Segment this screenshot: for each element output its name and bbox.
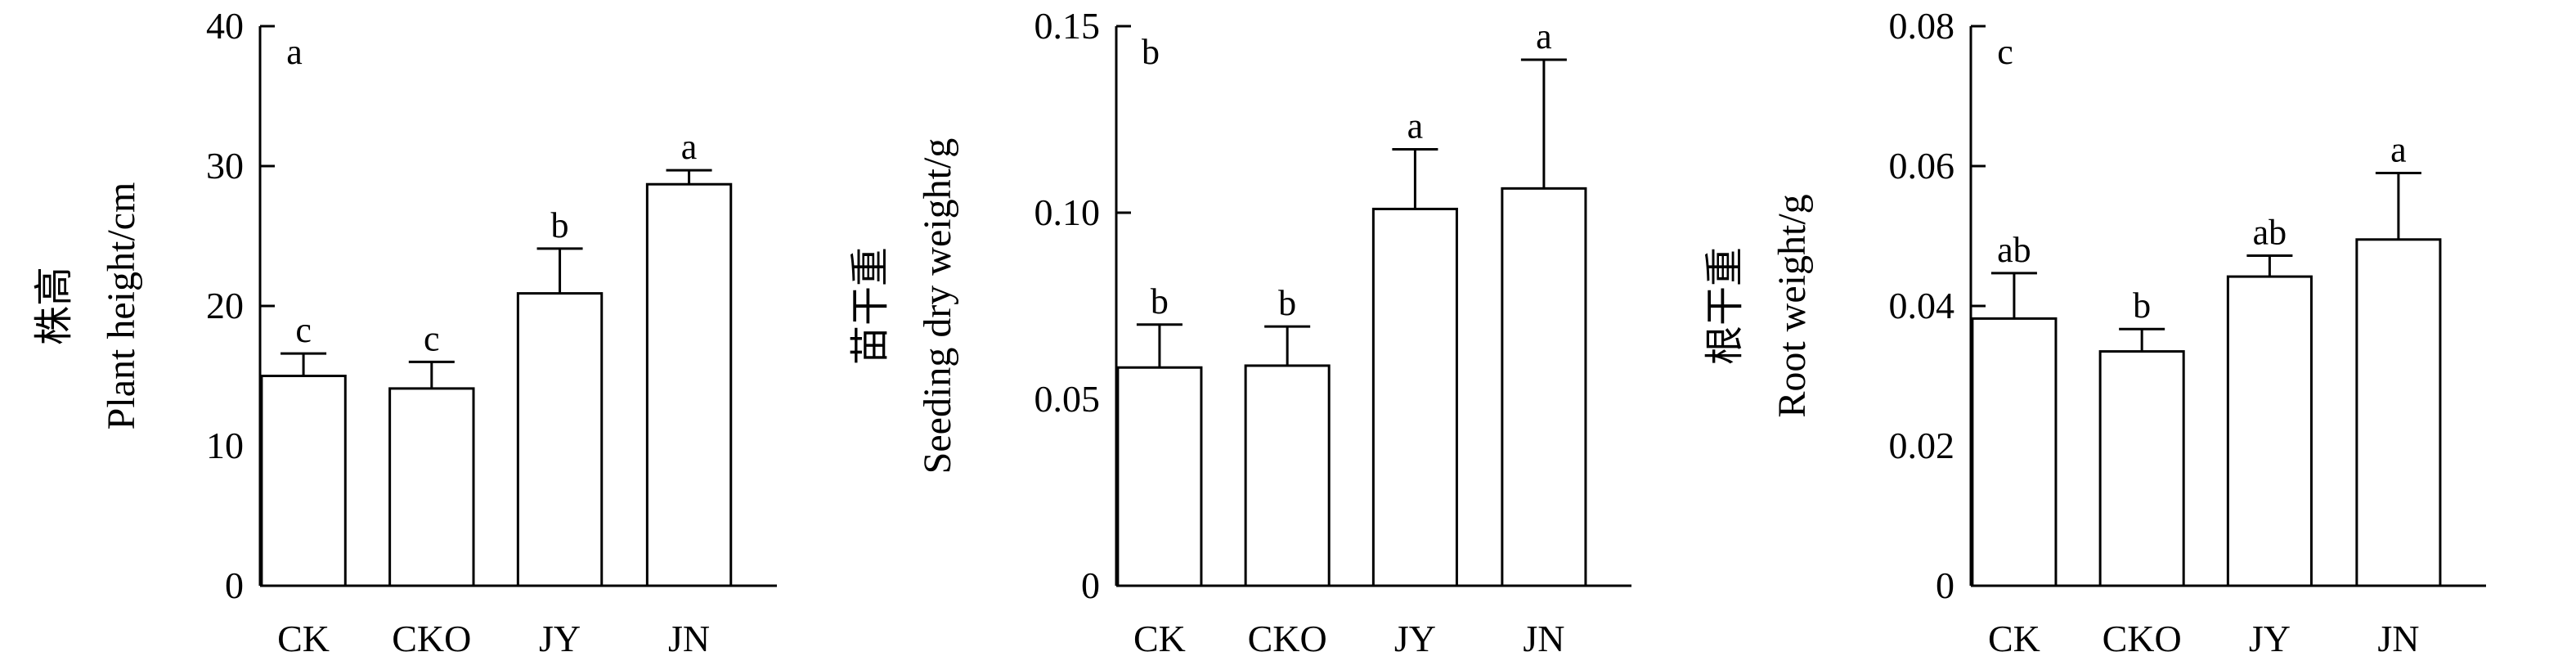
x-tick-label-CK: CK: [1133, 618, 1186, 659]
significance-label-JN: a: [2390, 130, 2407, 170]
x-tick-label-JY: JY: [1394, 618, 1436, 659]
x-tick-label-CKO: CKO: [2103, 618, 2182, 659]
significance-label-JN: a: [1536, 16, 1552, 56]
y-tick-label: 30: [206, 145, 244, 187]
significance-label-JY: b: [551, 205, 569, 245]
y-axis-title-en-a: Plant height/cm: [100, 182, 143, 430]
y-axis-title-en-b: Seeding dry weight/g: [916, 138, 959, 474]
significance-label-CKO: b: [2133, 286, 2151, 326]
bar-JY: [516, 292, 604, 587]
bar-JY: [2226, 275, 2313, 587]
significance-label-JY: ab: [2253, 212, 2287, 252]
y-tick-label: 20: [206, 285, 244, 326]
x-tick-label-CKO: CKO: [1248, 618, 1327, 659]
y-tick-label: 0: [225, 564, 244, 606]
significance-label-CK: b: [1151, 281, 1169, 322]
y-axis-title-cn-a: 株高: [33, 267, 76, 345]
y-tick-label: 10: [206, 425, 244, 466]
bar-JN: [1501, 187, 1587, 587]
y-tick-label: 0.10: [1034, 191, 1101, 233]
y-tick-label: 40: [206, 5, 244, 47]
bar-CKO: [1244, 364, 1331, 587]
y-tick-label: 0.04: [1889, 285, 1955, 326]
bar-JN: [2355, 238, 2442, 587]
x-tick-label-JN: JN: [668, 618, 710, 659]
bar-CK: [1971, 317, 2058, 587]
y-axis-title-cn-c: 根干重: [1703, 247, 1747, 365]
y-tick-label: 0.08: [1889, 5, 1955, 47]
x-tick-label-CKO: CKO: [392, 618, 471, 659]
x-tick-label-JY: JY: [2249, 618, 2291, 659]
y-tick-label: 0: [1936, 564, 1954, 606]
x-tick-label-JN: JN: [2377, 618, 2419, 659]
y-tick-label: 0: [1081, 564, 1100, 606]
x-tick-label-JN: JN: [1523, 618, 1564, 659]
y-tick-label: 0.06: [1889, 145, 1955, 187]
bar-CK: [260, 375, 347, 587]
bar-CKO: [2098, 350, 2185, 587]
x-tick-label-JY: JY: [539, 618, 581, 659]
y-tick-label: 0.05: [1034, 378, 1101, 420]
x-tick-label-CK: CK: [1988, 618, 2040, 659]
significance-label-JN: a: [681, 127, 698, 167]
panel-label-c: c: [1997, 32, 2013, 72]
y-axis-title-cn-b: 苗干重: [849, 247, 892, 365]
significance-label-CKO: c: [424, 318, 440, 358]
y-tick-label: 0.02: [1889, 425, 1955, 466]
y-axis-title-en-c: Root weight/g: [1770, 194, 1814, 417]
significance-label-JY: a: [1407, 106, 1424, 146]
bar-JY: [1371, 207, 1458, 587]
panel-label-b: b: [1142, 32, 1160, 72]
bar-JN: [645, 182, 733, 587]
y-tick-label: 0.15: [1034, 5, 1101, 47]
bar-CKO: [388, 387, 475, 587]
x-tick-label-CK: CK: [277, 618, 330, 659]
bar-CK: [1116, 366, 1203, 587]
significance-label-CK: ab: [1997, 230, 2031, 270]
significance-label-CKO: b: [1278, 283, 1296, 323]
panel-label-a: a: [286, 32, 303, 72]
significance-label-CK: c: [295, 310, 312, 350]
